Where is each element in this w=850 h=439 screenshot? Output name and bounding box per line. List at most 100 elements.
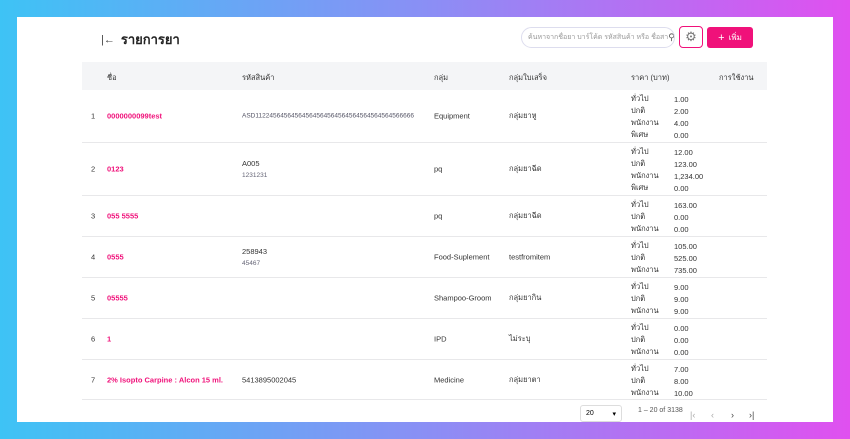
price-line: พนักงาน 0.00 [631, 223, 697, 235]
table-row[interactable]: 7 2% Isopto Carpine : Alcon 15 ml. 54138… [82, 360, 767, 400]
price-list: ทั่วไป 105.00 ปกติ 525.00 พนักงาน 735.00 [631, 240, 697, 276]
price-value: 2.00 [674, 106, 689, 116]
price-line: ทั่วไป 0.00 [631, 322, 689, 334]
price-list: ทั่วไป 163.00 ปกติ 0.00 พนักงาน 0.00 [631, 199, 697, 235]
settings-button[interactable]: ⚙ [679, 26, 703, 48]
price-label: ปกติ [631, 294, 646, 303]
row-index: 2 [91, 164, 96, 174]
add-button[interactable]: + เพิ่ม [707, 27, 753, 48]
price-line: พนักงาน 1,234.00 [631, 170, 703, 182]
price-label: ทั่วไป [631, 200, 649, 209]
last-page-icon[interactable]: ›| [749, 410, 755, 420]
price-line: พนักงาน 10.00 [631, 387, 693, 399]
table-row[interactable]: 1 0000000099test ASD11224564564564564564… [82, 90, 767, 143]
collapse-left-icon[interactable]: |← [101, 33, 115, 46]
code-secondary: 45467 [242, 260, 261, 267]
page-title: รายการยา [120, 32, 180, 47]
row-index: 6 [91, 334, 96, 344]
page-size-select[interactable]: 20 ▾ [580, 405, 622, 422]
price-line: ทั่วไป 163.00 [631, 199, 697, 211]
price-label: พนักงาน [631, 118, 659, 127]
price-label: ทั่วไป [631, 241, 649, 250]
item-group: pq [434, 211, 443, 221]
price-line: ปกติ 0.00 [631, 211, 697, 223]
next-page-icon[interactable]: › [731, 410, 734, 420]
code-primary: ASD1122456456456456456456456456456456456… [242, 112, 414, 120]
receipt-group: กลุ่มยาฉีด [509, 164, 542, 173]
item-name-link[interactable]: 0000000099test [107, 111, 163, 121]
price-label: พนักงาน [631, 171, 659, 180]
item-name-link[interactable]: 05555 [107, 293, 128, 303]
table-row[interactable]: 4 0555 258943 45467 Food-Suplement testfr… [82, 237, 767, 278]
table-row[interactable]: 2 0123 A005 1231231 pq กลุ่มยาฉีด ทั่วไป 1… [82, 143, 767, 196]
item-code: A005 1231231 [242, 159, 267, 179]
main-card: |← รายการยา ค้นหาจากชื่อยา บาร์โค้ด รหัส… [17, 17, 833, 422]
col-code: รหัสสินค้า [242, 73, 275, 82]
first-page-icon[interactable]: |‹ [690, 410, 696, 420]
price-label: ทั่วไป [631, 147, 649, 156]
price-value: 0.00 [674, 347, 689, 357]
table-header: ชื่อ รหัสสินค้า กลุ่ม กลุ่มใบเสร็จ ราคา … [82, 62, 767, 90]
price-label: ปกติ [631, 106, 646, 115]
price-value: 4.00 [674, 118, 689, 128]
price-line: ปกติ 0.00 [631, 334, 689, 346]
row-index: 7 [91, 375, 96, 384]
item-group: Equipment [434, 111, 470, 121]
price-label: ปกติ [631, 212, 646, 221]
col-price: ราคา (บาท) [631, 73, 670, 82]
col-receipt-group: กลุ่มใบเสร็จ [509, 73, 548, 82]
item-name-link[interactable]: 0555 [107, 252, 124, 262]
price-value: 9.00 [674, 282, 689, 292]
price-line: ปกติ 123.00 [631, 158, 703, 170]
table-row[interactable]: 6 1 IPD ไม่ระบุ ทั่วไป 0.00 ปกติ 0.00 พนักงา… [82, 319, 767, 360]
item-name-link[interactable]: 1 [107, 334, 112, 344]
price-value: 8.00 [674, 376, 689, 386]
search-icon: ⚲ [668, 32, 675, 42]
prev-page-icon[interactable]: ‹ [711, 410, 714, 420]
price-value: 123.00 [674, 159, 697, 169]
item-name-link[interactable]: 0123 [107, 164, 124, 174]
price-list: ทั่วไป 9.00 ปกติ 9.00 พนักงาน 9.00 [631, 281, 689, 317]
price-label: พนักงาน [631, 265, 659, 274]
price-value: 0.00 [674, 335, 689, 345]
item-name-link[interactable]: 055 5555 [107, 211, 139, 221]
price-line: พิเศษ 0.00 [631, 182, 703, 194]
table-row[interactable]: 3 055 5555 pq กลุ่มยาฉีด ทั่วไป 163.00 ปกต… [82, 196, 767, 237]
search-placeholder: ค้นหาจากชื่อยา บาร์โค้ด รหัสสินค้า หรือ … [528, 34, 669, 41]
price-line: ปกติ 2.00 [631, 105, 689, 117]
price-label: พนักงาน [631, 347, 659, 356]
price-value: 0.00 [674, 183, 689, 193]
price-line: ปกติ 9.00 [631, 293, 689, 305]
pagination-range: 1 – 20 of 3138 [638, 407, 683, 414]
table-row[interactable]: 5 05555 Shampoo-Groom กลุ่มยากิน ทั่วไป 9… [82, 278, 767, 319]
price-label: ทั่วไป [631, 94, 649, 103]
price-line: ปกติ 8.00 [631, 375, 693, 387]
item-name-link[interactable]: 2% Isopto Carpine : Alcon 15 ml. [107, 375, 223, 384]
price-value: 525.00 [674, 253, 697, 263]
search-input[interactable]: ค้นหาจากชื่อยา บาร์โค้ด รหัสสินค้า หรือ … [521, 27, 675, 48]
item-group: Food-Suplement [434, 252, 490, 262]
price-list: ทั่วไป 0.00 ปกติ 0.00 พนักงาน 0.00 [631, 322, 689, 358]
price-line: พนักงาน 735.00 [631, 264, 697, 276]
page-size-value: 20 [586, 410, 594, 417]
price-value: 10.00 [674, 388, 693, 398]
price-label: พนักงาน [631, 224, 659, 233]
item-code: 5413895002045 [242, 375, 296, 384]
dropdown-icon: ▾ [612, 411, 616, 418]
price-line: ทั่วไป 12.00 [631, 146, 703, 158]
item-code: ASD1122456456456456456456456456456456456… [242, 113, 414, 120]
row-index: 4 [91, 252, 96, 262]
price-list: ทั่วไป 7.00 ปกติ 8.00 พนักงาน 10.00 [631, 363, 693, 399]
price-label: ปกติ [631, 253, 646, 262]
price-line: ทั่วไป 7.00 [631, 363, 693, 375]
price-list: ทั่วไป 12.00 ปกติ 123.00 พนักงาน 1,234.00 พิเศ… [631, 146, 703, 194]
price-value: 9.00 [674, 294, 689, 304]
price-line: ทั่วไป 9.00 [631, 281, 689, 293]
price-label: พนักงาน [631, 306, 659, 315]
price-label: ทั่วไป [631, 282, 649, 291]
price-line: พนักงาน 4.00 [631, 117, 689, 129]
price-value: 12.00 [674, 147, 693, 157]
price-line: พนักงาน 9.00 [631, 305, 689, 317]
row-index: 5 [91, 293, 96, 303]
code-primary: 258943 [242, 247, 268, 256]
